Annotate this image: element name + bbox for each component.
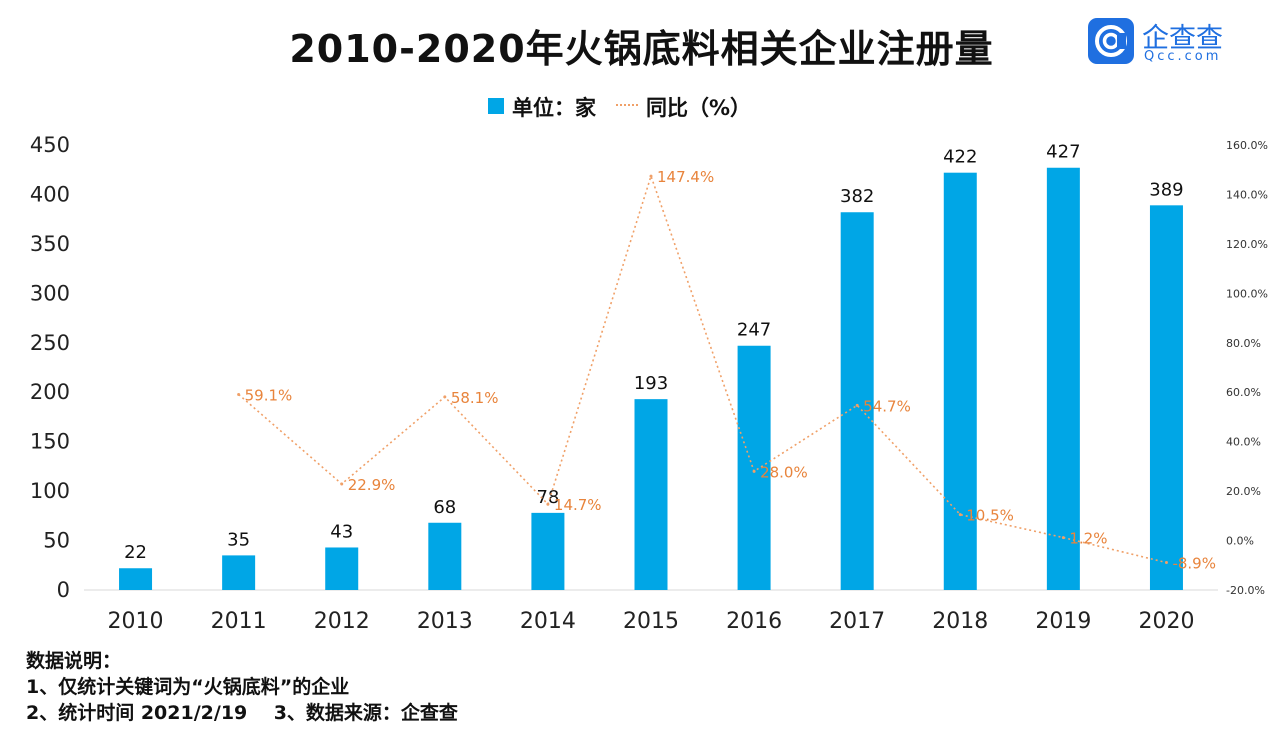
x-tick-label: 2015 (623, 609, 679, 634)
yoy-value-label: -8.9% (1172, 555, 1216, 573)
y-tick-label: 250 (30, 331, 70, 355)
bar-value-label: 35 (227, 529, 250, 550)
bar-value-label: 247 (737, 320, 771, 341)
bar-2013 (428, 522, 462, 590)
y-tick-label: 300 (30, 281, 70, 305)
yoy-point-2016 (752, 469, 756, 473)
bar-value-label: 43 (330, 521, 353, 542)
bar-2020 (1149, 205, 1183, 591)
bar-value-label: 389 (1149, 179, 1183, 200)
bar-2016 (737, 345, 771, 590)
data-notes: 数据说明： 1、仅统计关键词为“火锅底料”的企业 2、统计时间 2021/2/1… (26, 648, 458, 726)
bar-2017 (840, 212, 874, 590)
bar-2019 (1046, 167, 1080, 590)
x-tick-label: 2019 (1035, 609, 1091, 634)
yoy-point-2014 (546, 502, 550, 506)
brand-domain: Qcc.com (1144, 49, 1222, 64)
notes-line-1: 1、仅统计关键词为“火锅底料”的企业 (26, 676, 350, 698)
notes-heading: 数据说明： (26, 650, 122, 672)
yoy-point-2018 (958, 513, 962, 517)
y2-tick-label: -20.0% (1226, 584, 1265, 597)
x-tick-label: 2012 (314, 609, 370, 634)
y2-tick-label: 120.0% (1226, 238, 1268, 251)
x-tick-label: 2013 (417, 609, 473, 634)
bar-2018 (943, 172, 977, 590)
y-tick-label: 200 (30, 380, 70, 404)
brand-name: 企查查 (1142, 23, 1223, 54)
y2-tick-label: 100.0% (1226, 287, 1268, 300)
yoy-line (238, 173, 1167, 564)
x-tick-label: 2016 (726, 609, 782, 634)
x-tick-label: 2020 (1138, 609, 1194, 634)
y-tick-label: 100 (30, 479, 70, 503)
yoy-value-label: 14.7% (554, 496, 602, 514)
yoy-point-2019 (1061, 536, 1065, 540)
yoy-value-label: 58.1% (451, 389, 499, 407)
yoy-point-2017 (855, 403, 859, 407)
yoy-point-2012 (340, 482, 344, 486)
bar-2011 (222, 555, 256, 590)
x-tick-label: 2010 (108, 609, 164, 634)
x-tick-label: 2017 (829, 609, 885, 634)
bar-value-label: 422 (943, 147, 977, 168)
yoy-value-label: 22.9% (348, 476, 396, 494)
bar-value-label: 427 (1046, 142, 1080, 163)
bar-value-label: 382 (840, 186, 874, 207)
brand-logo: 企查查 Qcc.com (1088, 18, 1268, 68)
bar-value-label: 68 (433, 497, 456, 518)
y-tick-label: 50 (43, 529, 70, 553)
y2-tick-label: 140.0% (1226, 188, 1268, 201)
yoy-point-2020 (1164, 561, 1168, 565)
y-tick-label: 150 (30, 430, 70, 454)
y-tick-label: 350 (30, 232, 70, 256)
x-tick-label: 2018 (932, 609, 988, 634)
y2-tick-label: 80.0% (1226, 337, 1261, 350)
y2-tick-label: 40.0% (1226, 436, 1261, 449)
legend-label-bar: 单位：家 (512, 96, 596, 120)
notes-line-2: 2、统计时间 2021/2/19 3、数据来源：企查查 (26, 702, 458, 724)
y2-tick-label: 0.0% (1226, 535, 1254, 548)
bar-2014 (531, 512, 565, 590)
bar-value-label: 22 (124, 542, 147, 563)
bar-value-label: 193 (634, 373, 668, 394)
y-tick-label: 0 (57, 578, 70, 602)
chart-title: 2010-2020年火锅底料相关企业注册量 (289, 27, 994, 71)
yoy-value-label: 59.1% (245, 386, 293, 404)
yoy-value-label: 147.4% (657, 168, 714, 186)
y2-tick-label: 160.0% (1226, 139, 1268, 152)
x-tick-label: 2014 (520, 609, 576, 634)
bar-2015 (634, 399, 668, 590)
legend-swatch-line (616, 104, 638, 106)
bar-2012 (325, 547, 359, 590)
qcc-logo-icon (1088, 18, 1134, 64)
yoy-point-2015 (649, 174, 653, 178)
bar-value-label: 78 (536, 487, 559, 508)
y2-tick-label: 20.0% (1226, 485, 1261, 498)
y-tick-label: 400 (30, 182, 70, 206)
legend-swatch-bar (488, 98, 504, 114)
bar-2010 (119, 568, 153, 590)
y2-tick-label: 60.0% (1226, 386, 1261, 399)
yoy-point-2013 (443, 395, 447, 399)
yoy-value-label: 10.5% (966, 507, 1014, 525)
yoy-point-2011 (237, 392, 241, 396)
yoy-value-label: 28.0% (760, 463, 808, 481)
yoy-value-label: 54.7% (863, 397, 911, 415)
legend-label-line: 同比（%） (646, 96, 752, 120)
y-tick-label: 450 (30, 133, 70, 157)
x-tick-label: 2011 (211, 609, 267, 634)
yoy-value-label: 1.2% (1069, 530, 1107, 548)
